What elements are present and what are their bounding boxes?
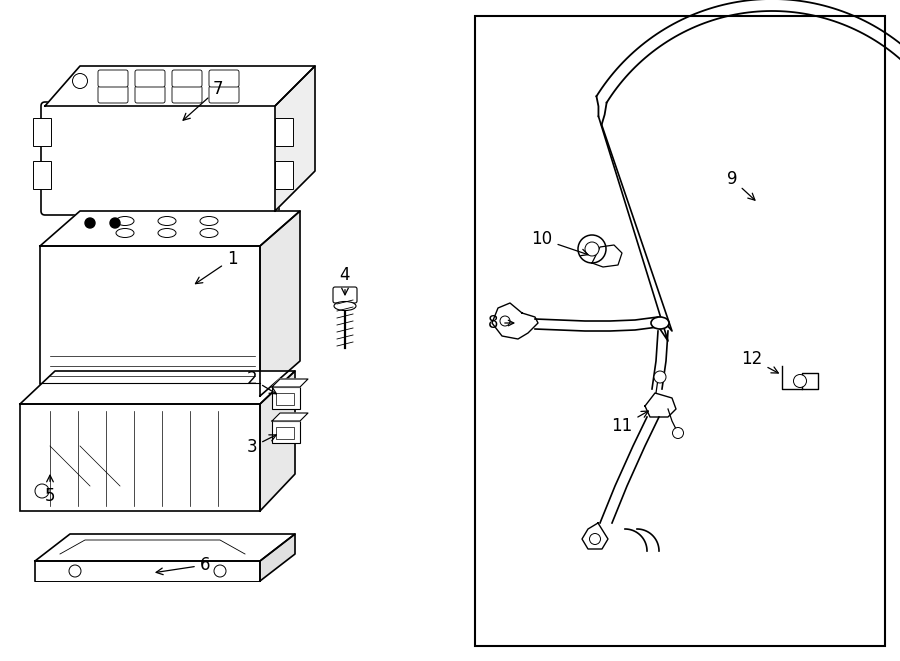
Circle shape: [110, 218, 120, 228]
Bar: [275, 118, 293, 146]
Polygon shape: [782, 366, 818, 389]
Ellipse shape: [200, 229, 218, 237]
Polygon shape: [35, 534, 295, 561]
Ellipse shape: [158, 217, 176, 225]
Text: 2: 2: [247, 370, 276, 394]
Circle shape: [35, 484, 49, 498]
Bar: [272, 387, 300, 409]
Polygon shape: [40, 211, 300, 246]
Circle shape: [69, 565, 81, 577]
FancyBboxPatch shape: [209, 70, 239, 87]
Text: 10: 10: [531, 230, 588, 256]
Circle shape: [794, 375, 806, 387]
Circle shape: [500, 316, 510, 326]
FancyBboxPatch shape: [135, 70, 165, 87]
FancyBboxPatch shape: [98, 70, 128, 87]
Bar: [33, 161, 51, 189]
Bar: [475, 16, 885, 646]
Polygon shape: [645, 393, 676, 417]
Polygon shape: [260, 211, 300, 396]
Bar: [275, 161, 293, 189]
Ellipse shape: [158, 229, 176, 237]
Ellipse shape: [334, 301, 356, 311]
Circle shape: [85, 218, 95, 228]
Text: 6: 6: [156, 556, 211, 574]
FancyBboxPatch shape: [172, 86, 202, 103]
Text: 5: 5: [45, 475, 55, 505]
Text: 4: 4: [340, 266, 350, 295]
Circle shape: [585, 242, 599, 256]
Circle shape: [73, 73, 87, 89]
Text: 7: 7: [183, 80, 223, 120]
Polygon shape: [272, 379, 308, 387]
Polygon shape: [592, 245, 622, 267]
Circle shape: [672, 428, 683, 438]
Text: 12: 12: [742, 350, 778, 373]
Circle shape: [654, 371, 666, 383]
Circle shape: [214, 565, 226, 577]
Text: 1: 1: [195, 250, 238, 284]
Polygon shape: [272, 413, 308, 421]
Ellipse shape: [200, 217, 218, 225]
Bar: [40, 246, 260, 396]
Polygon shape: [260, 371, 295, 511]
Text: 11: 11: [611, 411, 648, 435]
Polygon shape: [45, 66, 315, 106]
FancyBboxPatch shape: [172, 70, 202, 87]
Polygon shape: [260, 534, 295, 581]
Bar: [276, 427, 294, 439]
Polygon shape: [20, 371, 295, 404]
Text: 3: 3: [247, 435, 276, 456]
FancyBboxPatch shape: [98, 86, 128, 103]
Bar: [20, 404, 260, 511]
Polygon shape: [35, 561, 260, 581]
Bar: [272, 421, 300, 443]
FancyBboxPatch shape: [135, 86, 165, 103]
Ellipse shape: [651, 317, 669, 329]
Bar: [276, 393, 294, 405]
FancyBboxPatch shape: [209, 86, 239, 103]
Polygon shape: [492, 303, 538, 339]
Text: 9: 9: [727, 170, 755, 200]
Polygon shape: [275, 66, 315, 211]
Circle shape: [578, 235, 606, 263]
Text: 8: 8: [488, 314, 498, 332]
Ellipse shape: [116, 217, 134, 225]
Polygon shape: [582, 523, 608, 549]
Circle shape: [590, 533, 600, 545]
Ellipse shape: [116, 229, 134, 237]
Bar: [33, 118, 51, 146]
FancyBboxPatch shape: [41, 102, 279, 215]
FancyBboxPatch shape: [333, 287, 357, 303]
